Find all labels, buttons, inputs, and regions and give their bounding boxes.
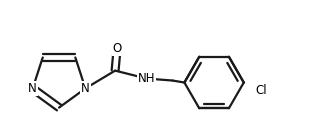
Text: NH: NH <box>138 72 156 85</box>
Text: N: N <box>28 82 37 95</box>
Text: O: O <box>112 42 122 55</box>
Text: Cl: Cl <box>256 84 267 97</box>
Text: N: N <box>81 82 90 95</box>
